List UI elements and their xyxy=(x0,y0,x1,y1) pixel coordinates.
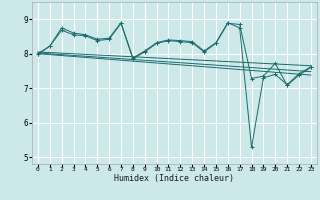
X-axis label: Humidex (Indice chaleur): Humidex (Indice chaleur) xyxy=(115,174,234,183)
